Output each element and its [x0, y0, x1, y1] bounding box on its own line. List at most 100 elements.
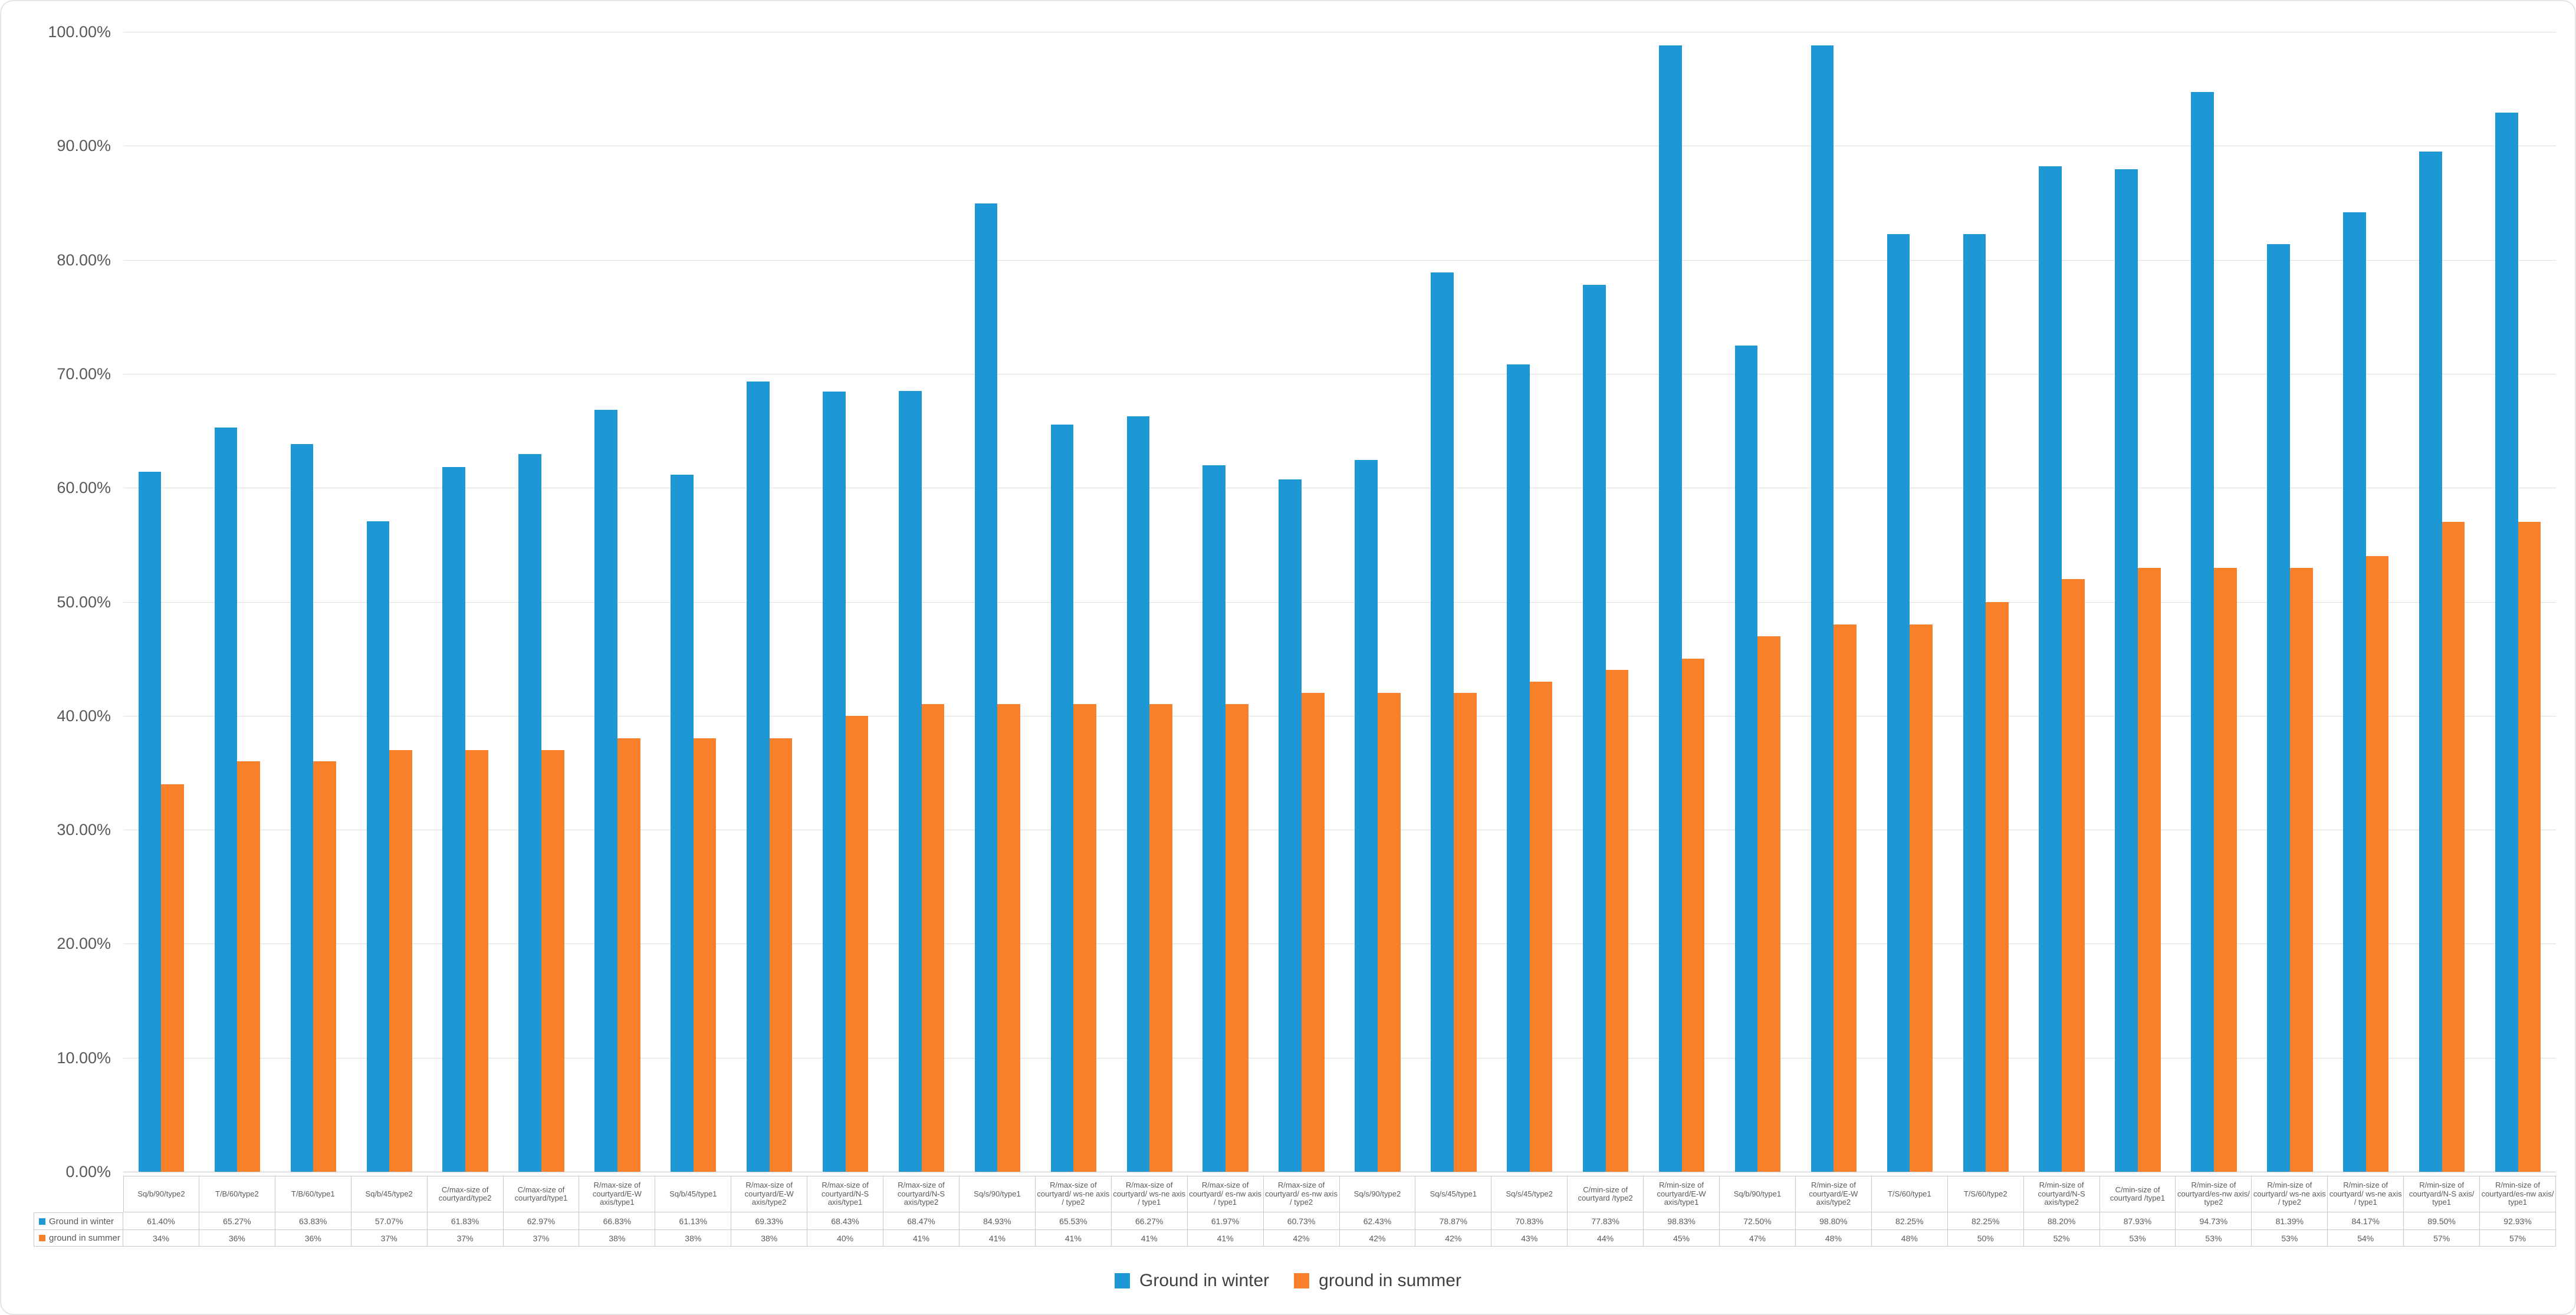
plot-area	[123, 32, 2556, 1172]
bar-winter[interactable]	[1734, 345, 1758, 1172]
y-axis-tick-label: 90.00%	[57, 137, 111, 155]
bar-summer[interactable]	[1910, 624, 1933, 1172]
bar-summer[interactable]	[1681, 659, 1705, 1172]
y-axis-tick-label: 60.00%	[57, 479, 111, 497]
legend-item-winter[interactable]: Ground in winter	[1115, 1271, 1269, 1291]
bar-summer[interactable]	[541, 749, 564, 1172]
bar-winter[interactable]	[1202, 465, 1226, 1172]
bar-summer[interactable]	[313, 761, 336, 1172]
bar-winter[interactable]	[1811, 45, 1834, 1172]
bar-summer[interactable]	[1834, 624, 1857, 1172]
bar-winter[interactable]	[366, 521, 390, 1172]
table-category-header: T/B/60/type1	[275, 1176, 351, 1212]
bar-winter[interactable]	[594, 410, 617, 1172]
table-value-cell: 47%	[1720, 1230, 1796, 1247]
bar-summer[interactable]	[2062, 578, 2085, 1172]
bar-summer[interactable]	[2518, 522, 2541, 1172]
table-value-cell: 52%	[2023, 1230, 2100, 1247]
bar-winter[interactable]	[2495, 112, 2518, 1172]
bar-winter[interactable]	[1583, 284, 1606, 1172]
bar-winter[interactable]	[290, 444, 314, 1172]
bar-winter[interactable]	[1963, 234, 1986, 1172]
table-value-cell: 38%	[655, 1230, 732, 1247]
bar-winter[interactable]	[2267, 244, 2290, 1172]
bar-winter[interactable]	[2191, 91, 2214, 1172]
table-value-cell: 37%	[351, 1230, 428, 1247]
chart-legend: Ground in winter ground in summer	[1, 1264, 2575, 1297]
bar-winter[interactable]	[442, 466, 466, 1172]
bar-summer[interactable]	[1757, 636, 1781, 1172]
bar-winter[interactable]	[1050, 425, 1074, 1172]
table-value-cell: 50%	[1947, 1230, 2024, 1247]
table-category-header: R/min-size of courtyard/E-W axis/type1	[1644, 1176, 1720, 1212]
bar-winter[interactable]	[1279, 479, 1302, 1172]
table-value-cell: 84.17%	[2328, 1212, 2404, 1230]
table-value-cell: 62.97%	[503, 1212, 580, 1230]
bar-summer[interactable]	[1225, 704, 1248, 1172]
bar-winter[interactable]	[2115, 169, 2138, 1172]
bar-summer[interactable]	[997, 704, 1021, 1172]
bar-summer[interactable]	[845, 715, 869, 1172]
bar-winter[interactable]	[138, 472, 162, 1172]
bar-winter[interactable]	[822, 392, 846, 1172]
bar-winter[interactable]	[1431, 272, 1454, 1172]
bar-winter[interactable]	[2343, 212, 2366, 1172]
table-value-cell: 40%	[807, 1230, 884, 1247]
bar-winter[interactable]	[1658, 45, 1682, 1172]
bar-winter[interactable]	[974, 203, 998, 1172]
table-value-cell: 61.83%	[427, 1212, 504, 1230]
bar-winter[interactable]	[518, 453, 541, 1172]
bar-summer[interactable]	[1605, 670, 1629, 1172]
bar-winter[interactable]	[671, 475, 694, 1172]
bar-summer[interactable]	[769, 738, 793, 1172]
bar-winter[interactable]	[747, 381, 770, 1172]
table-value-cell: 53%	[2176, 1230, 2252, 1247]
table-value-cell: 36%	[199, 1230, 275, 1247]
bar-summer[interactable]	[161, 784, 185, 1172]
table-category-header: R/max-size of courtyard/ ws-ne axis / ty…	[1035, 1176, 1112, 1212]
y-axis-tick-label: 100.00%	[48, 23, 111, 41]
table-value-cell: 36%	[275, 1230, 351, 1247]
bar-summer[interactable]	[2213, 567, 2237, 1172]
table-value-cell: 82.25%	[1871, 1212, 1948, 1230]
bar-summer[interactable]	[237, 761, 261, 1172]
bar-winter[interactable]	[2419, 151, 2442, 1172]
table-value-cell: 88.20%	[2023, 1212, 2100, 1230]
table-value-cell: 78.87%	[1415, 1212, 1492, 1230]
table-category-header: Sq/b/45/type1	[655, 1176, 732, 1212]
table-value-cell: 62.43%	[1339, 1212, 1416, 1230]
bar-summer[interactable]	[2289, 567, 2313, 1172]
bar-summer[interactable]	[693, 738, 717, 1172]
bar-summer[interactable]	[2442, 522, 2465, 1172]
bar-summer[interactable]	[1149, 704, 1172, 1172]
bar-summer[interactable]	[921, 704, 945, 1172]
bar-winter[interactable]	[1507, 364, 1530, 1172]
bar-summer[interactable]	[1073, 704, 1096, 1172]
table-value-cell: 41%	[959, 1230, 1036, 1247]
bar-summer[interactable]	[1453, 693, 1477, 1172]
table-category-header: T/B/60/type2	[199, 1176, 275, 1212]
bar-summer[interactable]	[1377, 693, 1401, 1172]
bar-winter[interactable]	[1126, 416, 1150, 1172]
bar-summer[interactable]	[1529, 681, 1553, 1172]
table-value-cell: 89.50%	[2404, 1212, 2480, 1230]
table-category-header: R/min-size of courtyard/es-nw axis/ type…	[2480, 1176, 2556, 1212]
table-category-header: R/max-size of courtyard/ ws-ne axis / ty…	[1111, 1176, 1188, 1212]
legend-item-summer[interactable]: ground in summer	[1294, 1271, 1461, 1291]
bar-summer[interactable]	[2138, 567, 2161, 1172]
bar-summer[interactable]	[389, 749, 412, 1172]
bar-summer[interactable]	[1302, 693, 1325, 1172]
bar-winter[interactable]	[1887, 234, 1910, 1172]
table-value-cell: 63.83%	[275, 1212, 351, 1230]
table-value-cell: 61.40%	[123, 1212, 199, 1230]
bar-summer[interactable]	[1986, 601, 2009, 1172]
bar-winter[interactable]	[1355, 460, 1378, 1172]
bar-summer[interactable]	[465, 749, 488, 1172]
bar-winter[interactable]	[898, 391, 922, 1172]
bar-winter[interactable]	[214, 428, 238, 1172]
legend-label-summer: ground in summer	[1319, 1271, 1461, 1290]
bar-winter[interactable]	[2039, 166, 2062, 1172]
table-value-cell: 38%	[731, 1230, 808, 1247]
bar-summer[interactable]	[617, 738, 640, 1172]
bar-summer[interactable]	[2365, 556, 2389, 1172]
